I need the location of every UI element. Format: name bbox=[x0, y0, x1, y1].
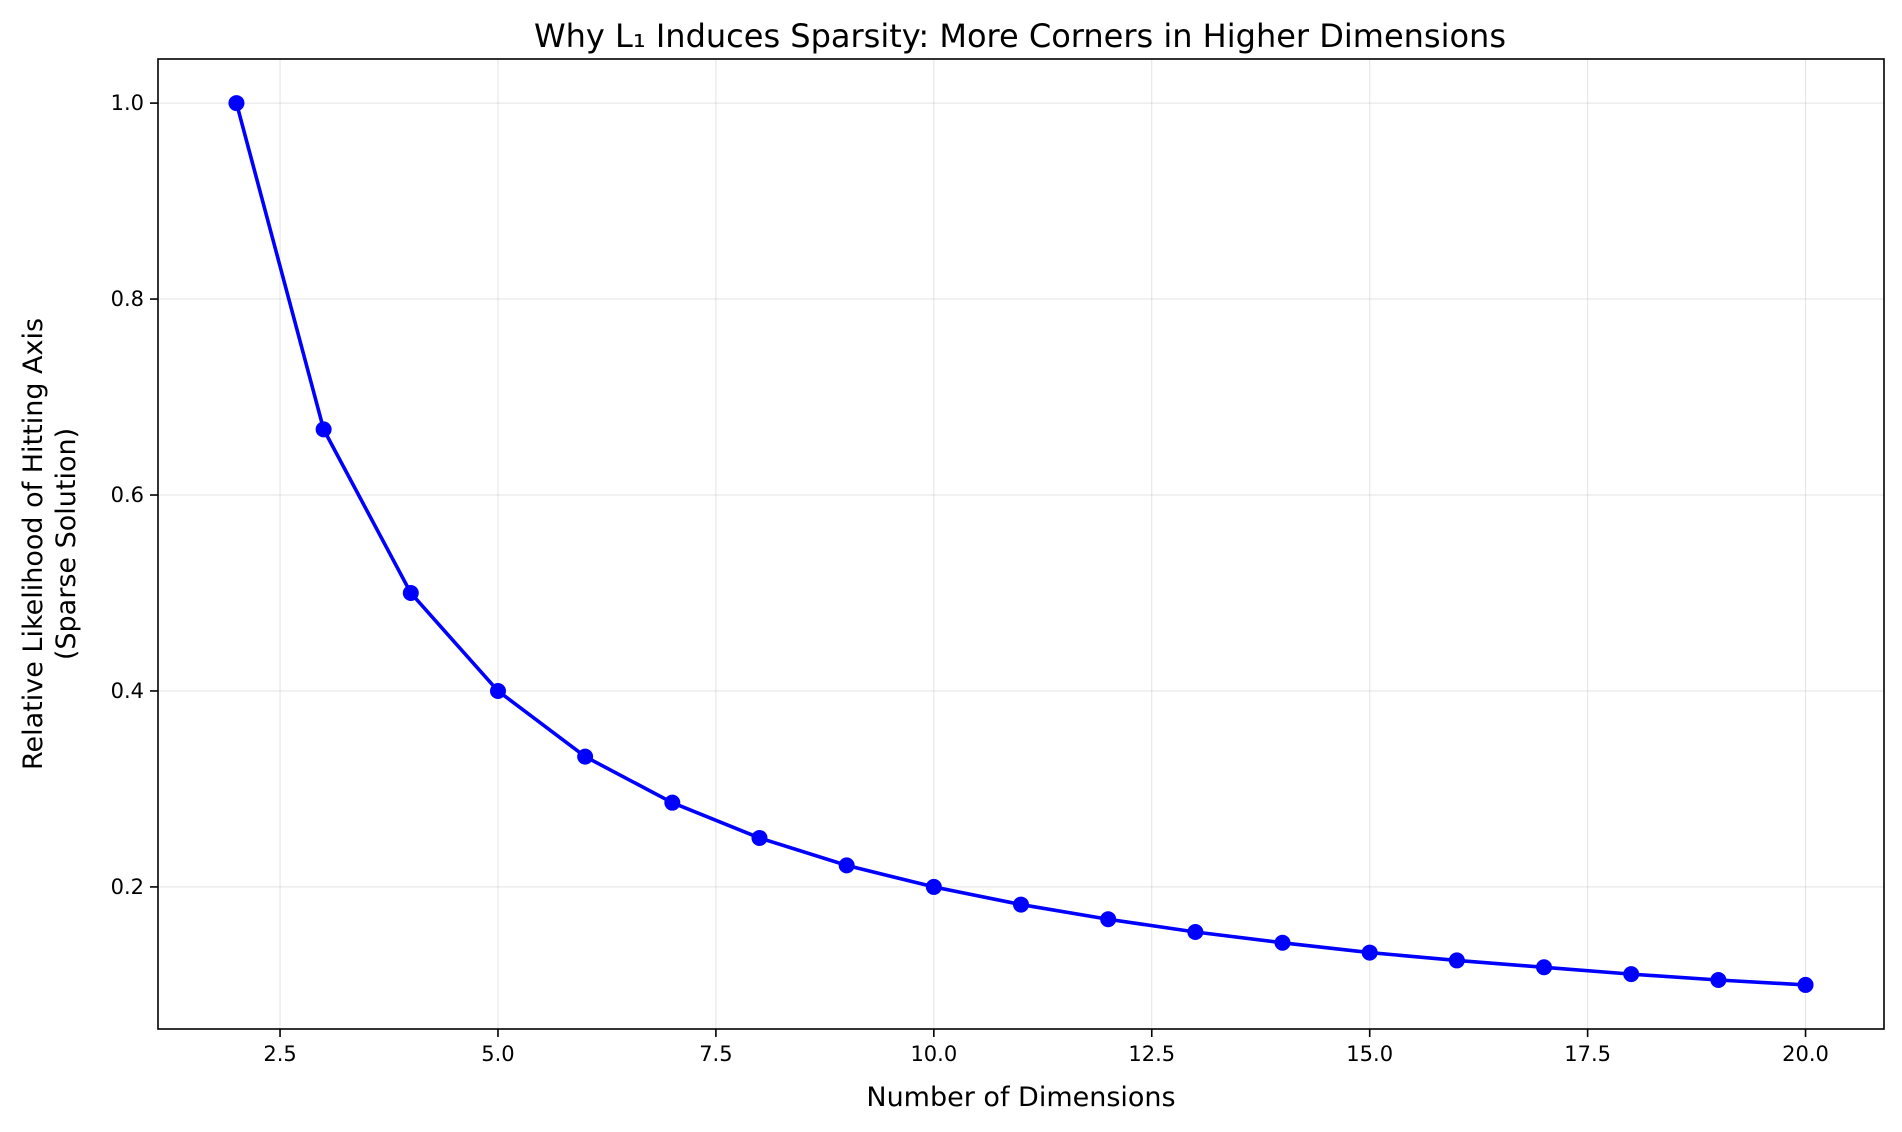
data-point bbox=[1187, 924, 1204, 940]
data-point bbox=[489, 682, 506, 699]
chart-title: Why L₁ Induces Sparsity: More Corners in… bbox=[534, 17, 1506, 55]
x-axis: 2.5 5.0 7.5 10.0 12.5 15.0 17.5 20.0 bbox=[263, 1029, 1829, 1066]
series-line bbox=[234, 102, 1806, 987]
y-tick-label: 0.2 bbox=[111, 875, 144, 899]
data-point bbox=[577, 748, 594, 765]
data-point bbox=[1448, 952, 1465, 969]
data-point bbox=[664, 794, 681, 811]
data-point bbox=[1361, 944, 1378, 961]
data-point bbox=[402, 584, 419, 601]
data-point bbox=[315, 421, 332, 438]
x-tick-label: 15.0 bbox=[1346, 1042, 1393, 1066]
y-tick-label: 0.6 bbox=[111, 483, 144, 507]
data-point bbox=[1536, 959, 1553, 976]
x-tick-label: 7.5 bbox=[699, 1042, 732, 1066]
plot-frame bbox=[157, 58, 1885, 1030]
series-layer bbox=[228, 95, 1814, 993]
y-axis-label-line-2: (Sparse Solution) bbox=[51, 428, 82, 660]
y-axis-label-line-1: Relative Likelihood of Hitting Axis bbox=[18, 318, 49, 770]
x-tick-label: 12.5 bbox=[1128, 1042, 1175, 1066]
data-point bbox=[228, 95, 245, 112]
x-axis-label: Number of Dimensions bbox=[866, 1082, 1175, 1113]
data-point bbox=[925, 878, 942, 895]
data-point bbox=[1623, 966, 1640, 983]
data-point bbox=[1274, 934, 1291, 951]
y-axis: 0.2 0.4 0.6 0.8 1.0 bbox=[111, 91, 158, 899]
y-tick-label: 1.0 bbox=[111, 91, 144, 115]
data-point bbox=[1710, 972, 1727, 989]
x-tick-label: 20.0 bbox=[1782, 1042, 1829, 1066]
y-tick-label: 0.8 bbox=[111, 287, 144, 311]
data-point bbox=[1013, 896, 1029, 913]
y-axis-label: Relative Likelihood of Hitting Axis (Spa… bbox=[18, 318, 82, 770]
y-tick-label: 0.4 bbox=[111, 679, 144, 703]
data-point bbox=[1100, 911, 1117, 928]
x-tick-label: 17.5 bbox=[1564, 1042, 1611, 1066]
data-point bbox=[1797, 976, 1814, 993]
data-point bbox=[838, 857, 855, 874]
data-point bbox=[751, 829, 768, 846]
x-tick-label: 2.5 bbox=[263, 1042, 296, 1066]
grid-lines bbox=[158, 59, 1884, 1029]
x-tick-label: 5.0 bbox=[481, 1042, 514, 1066]
x-tick-label: 10.0 bbox=[910, 1042, 957, 1066]
